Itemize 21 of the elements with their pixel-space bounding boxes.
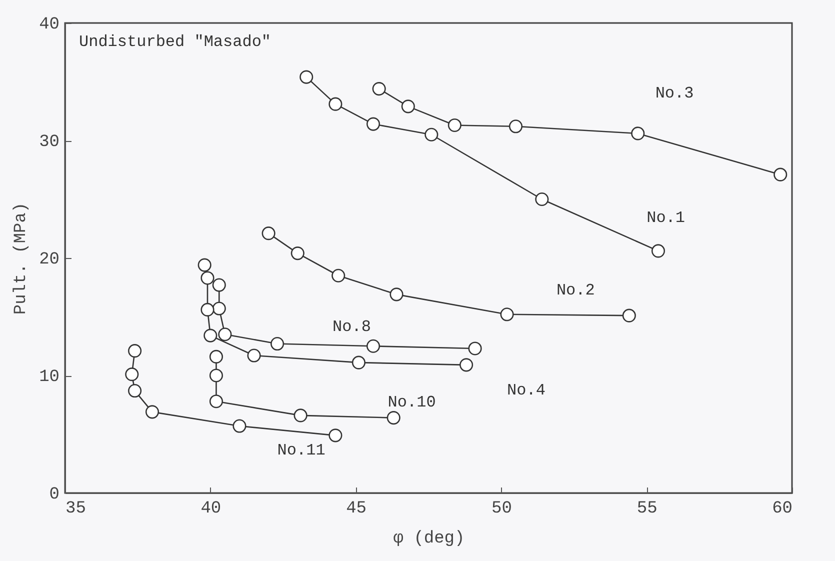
x-tick-label: 45 — [346, 500, 367, 518]
y-tick-label: 20 — [39, 250, 60, 270]
series-label: No.11 — [277, 442, 326, 460]
x-tick-label: 35 — [66, 500, 86, 518]
series-label: No.10 — [388, 393, 436, 412]
y-tick-label: 30 — [39, 133, 60, 152]
y-axis-title: Pult. (MPa) — [12, 202, 32, 315]
series-label: No.1 — [646, 208, 686, 227]
x-axis-title: φ (deg) — [393, 530, 465, 548]
y-tick-label: 0 — [49, 486, 60, 504]
annotation: Undisturbed "Masado" — [79, 33, 272, 51]
x-tick-label: 60 — [772, 500, 792, 518]
x-tick-label: 55 — [636, 500, 658, 518]
y-tick-label: 10 — [39, 368, 60, 387]
series-label: No.2 — [556, 282, 595, 300]
series-label: No.8 — [332, 318, 371, 336]
x-tick-label: 40 — [200, 500, 222, 518]
x-tick-label: 50 — [491, 500, 512, 518]
series-label: No.3 — [655, 84, 694, 102]
y-tick-label: 40 — [39, 16, 60, 34]
text: No.4 — [507, 382, 546, 400]
